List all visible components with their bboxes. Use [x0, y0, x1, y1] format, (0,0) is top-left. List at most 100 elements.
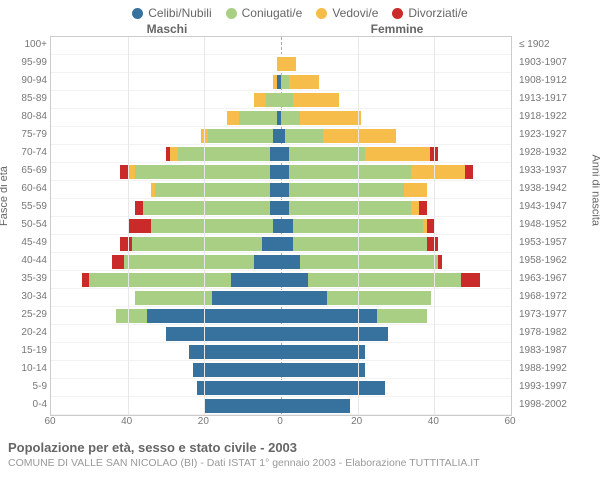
pyramid-row — [51, 235, 511, 253]
birth-label: 1998-2002 — [516, 396, 571, 414]
seg-single — [270, 165, 282, 179]
birth-label: 1978-1982 — [516, 324, 571, 342]
pyramid-row — [51, 199, 511, 217]
seg-married — [135, 165, 269, 179]
seg-married — [289, 201, 412, 215]
pyramid-row — [51, 163, 511, 181]
seg-divorced — [427, 219, 435, 233]
bar-male — [112, 255, 281, 269]
bar-female — [281, 399, 350, 413]
age-label: 60-64 — [12, 180, 50, 198]
birth-label: ≤ 1902 — [516, 36, 571, 54]
seg-single — [281, 219, 293, 233]
pyramid-row — [51, 37, 511, 55]
seg-single — [281, 165, 289, 179]
bar-female — [281, 93, 339, 107]
column-headers: Maschi Femmine — [0, 22, 600, 36]
seg-widowed — [365, 147, 430, 161]
seg-single — [281, 291, 327, 305]
seg-single — [281, 309, 377, 323]
age-label: 5-9 — [12, 378, 50, 396]
seg-divorced — [465, 165, 473, 179]
legend-item-divorced: Divorziati/e — [392, 6, 467, 20]
pyramid-row — [51, 55, 511, 73]
seg-married — [285, 129, 323, 143]
bar-female — [281, 129, 396, 143]
pyramid-row — [51, 271, 511, 289]
header-female: Femmine — [282, 22, 512, 36]
bar-male — [197, 381, 281, 395]
legend-item-married: Coniugati/e — [226, 6, 303, 20]
gridline — [358, 37, 359, 415]
pyramid-row — [51, 307, 511, 325]
bar-male — [254, 93, 281, 107]
bar-male — [116, 309, 281, 323]
legend-label: Coniugati/e — [242, 6, 303, 20]
header-male: Maschi — [52, 22, 282, 36]
seg-married — [300, 255, 438, 269]
bar-male — [82, 273, 281, 287]
seg-married — [124, 255, 254, 269]
pyramid-row — [51, 361, 511, 379]
age-label: 100+ — [12, 36, 50, 54]
legend-label: Vedovi/e — [332, 6, 378, 20]
seg-single — [189, 345, 281, 359]
age-label: 25-29 — [12, 306, 50, 324]
seg-married — [289, 147, 366, 161]
seg-widowed — [323, 129, 396, 143]
age-label: 30-34 — [12, 288, 50, 306]
birth-label: 1988-1992 — [516, 360, 571, 378]
swatch-single — [132, 8, 143, 19]
seg-single — [254, 255, 281, 269]
seg-divorced — [461, 273, 480, 287]
bar-female — [281, 165, 473, 179]
seg-married — [116, 309, 147, 323]
bar-female — [281, 381, 385, 395]
seg-widowed — [254, 93, 266, 107]
seg-single — [262, 237, 281, 251]
chart-title: Popolazione per età, sesso e stato civil… — [8, 440, 592, 455]
seg-divorced — [419, 201, 427, 215]
age-label: 35-39 — [12, 270, 50, 288]
seg-married — [289, 183, 404, 197]
bar-female — [281, 273, 480, 287]
seg-single — [270, 183, 282, 197]
seg-married — [89, 273, 231, 287]
seg-married — [151, 219, 274, 233]
seg-divorced — [120, 237, 132, 251]
seg-divorced — [427, 237, 439, 251]
pyramid-row — [51, 253, 511, 271]
seg-divorced — [128, 219, 151, 233]
bar-female — [281, 291, 431, 305]
legend-label: Divorziati/e — [408, 6, 467, 20]
seg-single — [281, 363, 365, 377]
legend-item-widowed: Vedovi/e — [316, 6, 378, 20]
age-label: 10-14 — [12, 360, 50, 378]
age-label: 50-54 — [12, 216, 50, 234]
seg-widowed — [300, 111, 361, 125]
age-label: 20-24 — [12, 324, 50, 342]
bar-male — [120, 165, 281, 179]
seg-single — [281, 183, 289, 197]
x-tick: 40 — [121, 416, 132, 427]
seg-married — [135, 291, 212, 305]
birth-label: 1968-1972 — [516, 288, 571, 306]
bar-male — [120, 237, 281, 251]
pyramid-row — [51, 181, 511, 199]
seg-married — [266, 93, 281, 107]
pyramid-row — [51, 145, 511, 163]
age-label: 90-94 — [12, 72, 50, 90]
x-axis: 6040200204060 — [50, 416, 510, 432]
seg-single — [273, 129, 281, 143]
seg-married — [281, 93, 293, 107]
bar-male — [166, 147, 281, 161]
seg-widowed — [289, 75, 320, 89]
age-labels: 100+95-9990-9485-8980-8475-7970-7465-696… — [12, 36, 50, 416]
gridline — [128, 37, 129, 415]
seg-married — [208, 129, 273, 143]
bar-male — [193, 363, 281, 377]
age-label: 70-74 — [12, 144, 50, 162]
x-tick: 60 — [504, 416, 515, 427]
plot-area — [50, 36, 512, 416]
seg-single — [281, 327, 388, 341]
